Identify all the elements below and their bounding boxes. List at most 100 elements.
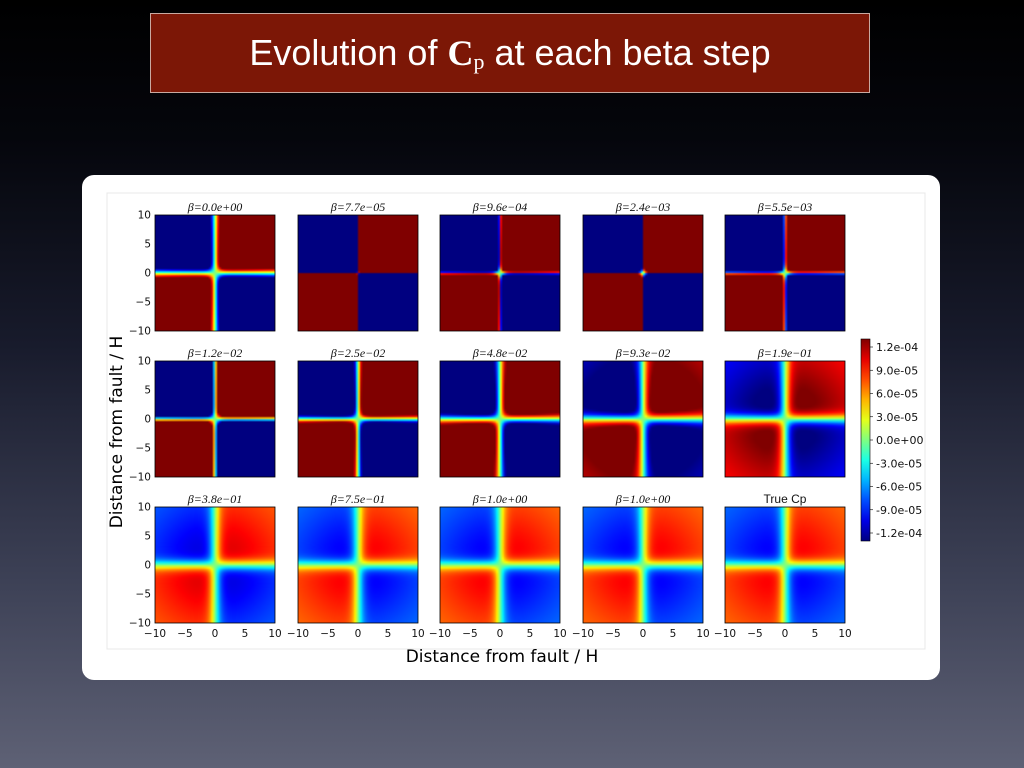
panel-frame: [724, 360, 846, 478]
colorbar-tick-label: -1.2e-04: [876, 527, 922, 540]
x-tick-label: −5: [462, 628, 477, 640]
panel-title: β=7.7e−05: [330, 200, 386, 214]
x-axis-label: Distance from fault / H: [406, 647, 599, 667]
colorbar-tick-label: 0.0e+00: [876, 434, 923, 447]
y-tick-label: 5: [144, 385, 151, 397]
figure-frame: [106, 192, 926, 650]
y-tick-label: −10: [129, 326, 151, 338]
colorbar-tick-label: -3.0e-05: [876, 457, 922, 470]
heatmap-panel-5: [725, 215, 845, 331]
x-tick-label: −5: [320, 628, 335, 640]
y-tick-label: 10: [138, 356, 151, 368]
y-tick-label: 5: [144, 239, 151, 251]
panel-title: β=2.4e−03: [615, 200, 671, 214]
x-tick-label: 5: [527, 628, 534, 640]
x-tick-label: 0: [212, 628, 219, 640]
colorbar-tick-label: -6.0e-05: [876, 481, 922, 494]
heatmap-panel-11: [155, 507, 275, 623]
x-tick-label: 10: [268, 628, 281, 640]
y-tick-label: 10: [138, 502, 151, 514]
x-tick-label: −10: [429, 628, 451, 640]
panel-frame: [154, 360, 276, 478]
heatmap-panel-12: [298, 507, 418, 623]
x-tick-label: 0: [497, 628, 504, 640]
y-tick-label: −5: [136, 589, 151, 601]
colorbar-tick-label: 1.2e-04: [876, 341, 918, 354]
panel-title: β=3.8e−01: [187, 492, 243, 506]
x-tick-label: 0: [640, 628, 647, 640]
y-tick-label: −5: [136, 443, 151, 455]
y-tick-label: 5: [144, 531, 151, 543]
x-tick-label: 0: [355, 628, 362, 640]
panel-title: True Cp: [764, 492, 807, 506]
panel-title: β=1.0e+00: [615, 492, 671, 506]
x-tick-label: 0: [782, 628, 789, 640]
heatmap-panel-15: [725, 507, 845, 623]
colorbar-tick-label: 6.0e-05: [876, 388, 918, 401]
heatmap-panel-8: [440, 361, 560, 477]
x-tick-label: −10: [714, 628, 736, 640]
x-tick-label: −10: [287, 628, 309, 640]
x-tick-label: 10: [696, 628, 709, 640]
x-tick-label: −5: [605, 628, 620, 640]
heatmap-panel-14: [583, 507, 703, 623]
cp-evolution-figure: β=0.0e+00 10 5 0 −5 −10 β=7.7e−05 β=9.6e−04 β=2.…: [106, 192, 926, 667]
title-cp-symbol: Cp: [447, 33, 485, 74]
heatmap-panel-9: [583, 361, 703, 477]
x-tick-label: −10: [572, 628, 594, 640]
y-tick-label: 0: [144, 414, 151, 426]
panel-frame: [297, 214, 419, 332]
colorbar-tick-label: 3.0e-05: [876, 411, 918, 424]
panel-title: β=9.6e−04: [472, 200, 528, 214]
panel-title: β=1.2e−02: [187, 346, 243, 360]
panel-frame: [582, 214, 704, 332]
panel-frame: [582, 506, 704, 624]
title-text-before: Evolution of: [249, 32, 438, 73]
panel-title: β=1.9e−01: [757, 346, 813, 360]
panel-frame: [724, 214, 846, 332]
panel-frame: [154, 214, 276, 332]
x-tick-label: 5: [670, 628, 677, 640]
y-tick-label: −5: [136, 297, 151, 309]
y-axis-label: Distance from fault / H: [107, 336, 127, 529]
y-tick-label: −10: [129, 472, 151, 484]
heatmap-panel-4: [583, 215, 703, 331]
y-tick-label: 0: [144, 560, 151, 572]
x-tick-label: 5: [385, 628, 392, 640]
x-tick-label: −5: [177, 628, 192, 640]
title-text-after: at each beta step: [494, 32, 771, 73]
panel-frame: [724, 506, 846, 624]
colorbar-tick-label: -9.0e-05: [876, 504, 922, 517]
panel-frame: [439, 506, 561, 624]
y-tick-label: 10: [138, 210, 151, 222]
panel-title: β=4.8e−02: [472, 346, 528, 360]
y-tick-label: 0: [144, 268, 151, 280]
x-tick-label: 10: [411, 628, 424, 640]
panel-frame: [582, 360, 704, 478]
x-tick-label: 10: [553, 628, 566, 640]
panel-title: β=1.0e+00: [472, 492, 528, 506]
panel-title: β=5.5e−03: [757, 200, 813, 214]
panel-frame: [297, 506, 419, 624]
heatmap-panel-6: [155, 361, 275, 477]
panel-frame: [439, 360, 561, 478]
panel-title: β=7.5e−01: [330, 492, 386, 506]
slide-title: Evolution of Cp at each beta step: [150, 13, 870, 93]
colorbar-tick-label: 9.0e-05: [876, 364, 918, 377]
x-tick-label: −10: [144, 628, 166, 640]
panel-title: β=9.3e−02: [615, 346, 671, 360]
panel-title: β=0.0e+00: [187, 200, 243, 214]
heatmap-panel-13: [440, 507, 560, 623]
x-tick-label: 5: [242, 628, 249, 640]
panel-frame: [439, 214, 561, 332]
x-tick-label: 5: [812, 628, 819, 640]
heatmap-panel-10: [725, 361, 845, 477]
x-tick-label: 10: [838, 628, 851, 640]
heatmap-panel-1: [155, 215, 275, 331]
heatmap-panel-7: [298, 361, 418, 477]
panel-frame: [297, 360, 419, 478]
x-tick-label: −5: [747, 628, 762, 640]
heatmap-panel-2: [298, 215, 418, 331]
colorbar: [860, 338, 871, 542]
panel-frame: [154, 506, 276, 624]
